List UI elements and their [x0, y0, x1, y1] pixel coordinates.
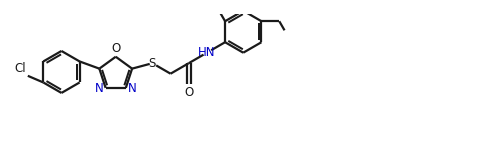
Text: N: N — [95, 82, 104, 95]
Text: N: N — [128, 82, 137, 95]
Text: Cl: Cl — [14, 62, 26, 75]
Text: O: O — [184, 86, 193, 99]
Text: HN: HN — [198, 46, 215, 59]
Text: O: O — [111, 42, 120, 55]
Text: S: S — [149, 57, 156, 70]
